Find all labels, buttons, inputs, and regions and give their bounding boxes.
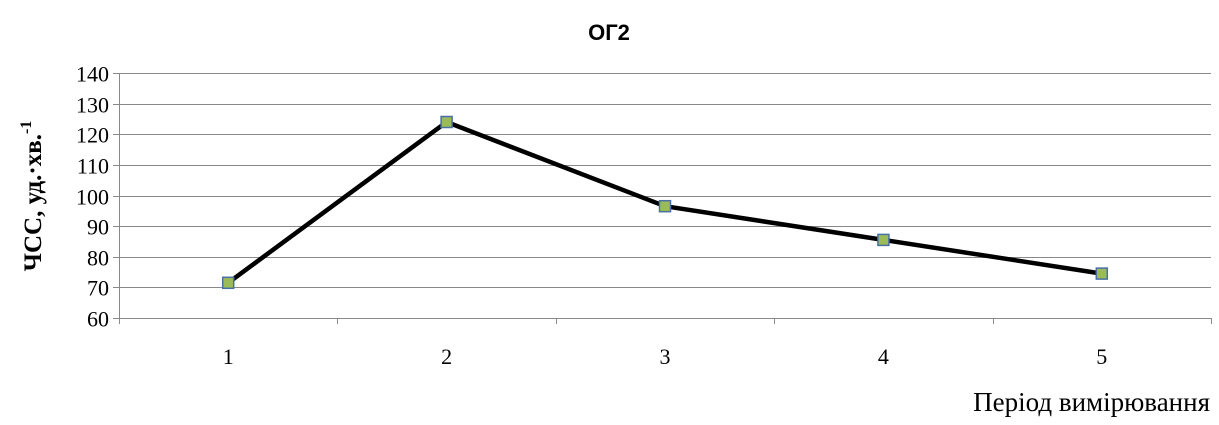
y-tick-label-110: 110 xyxy=(77,154,109,179)
x-tick-label-4: 4 xyxy=(878,344,889,369)
data-point-3 xyxy=(658,199,672,213)
y-tick-label-130: 130 xyxy=(76,93,109,118)
y-tick-label-60: 60 xyxy=(87,307,109,332)
data-point-2 xyxy=(440,115,453,129)
y-tick-labels: 60 70 80 90 100 110 120 130 140 xyxy=(76,62,109,332)
y-axis-label-superscript: -1 xyxy=(18,121,35,134)
data-point-1 xyxy=(221,276,235,290)
y-tick-label-70: 70 xyxy=(87,276,109,301)
y-axis-label: ЧСС, уд.·хв.-1 xyxy=(18,121,47,272)
x-tick-labels: 1 2 3 4 5 xyxy=(223,344,1108,369)
y-tick-label-90: 90 xyxy=(87,215,109,240)
x-tick-label-5: 5 xyxy=(1096,344,1107,369)
axes xyxy=(113,73,1212,324)
x-tick-label-1: 1 xyxy=(223,344,234,369)
x-tick-label-2: 2 xyxy=(441,344,452,369)
chart-title: ОГ2 xyxy=(588,20,630,45)
y-axis-label-main: ЧСС, уд.·хв. xyxy=(20,134,47,271)
x-tick-label-3: 3 xyxy=(660,344,671,369)
x-axis-label: Період вимірювання xyxy=(973,387,1210,417)
y-tick-label-140: 140 xyxy=(76,62,109,87)
data-point-5 xyxy=(1095,267,1109,280)
markers xyxy=(221,115,1109,290)
y-tick-label-100: 100 xyxy=(76,185,109,210)
gridlines xyxy=(119,73,1211,288)
y-tick-label-120: 120 xyxy=(76,123,109,148)
data-point-4 xyxy=(877,233,890,247)
y-tick-label-80: 80 xyxy=(87,246,109,271)
